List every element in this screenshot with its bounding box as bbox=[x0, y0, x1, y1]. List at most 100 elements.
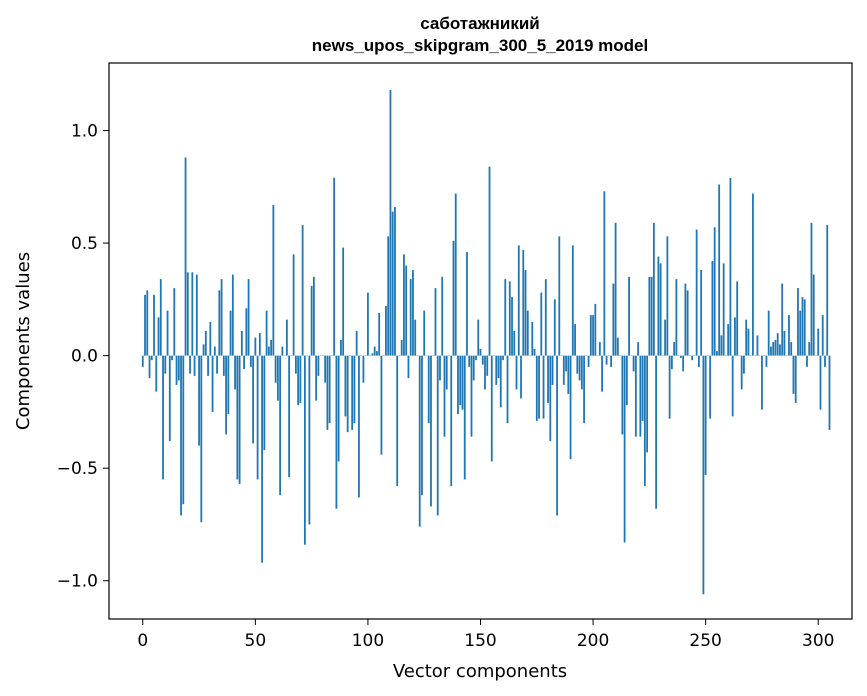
bar-4 bbox=[150, 355, 153, 361]
bar-3 bbox=[148, 355, 151, 379]
bar-218 bbox=[632, 355, 635, 372]
bar-300 bbox=[817, 328, 820, 356]
bar-162 bbox=[506, 355, 509, 424]
bar-283 bbox=[779, 344, 781, 356]
bar-268 bbox=[745, 319, 748, 356]
bar-222 bbox=[641, 355, 644, 421]
bar-165 bbox=[513, 330, 516, 356]
bar-104 bbox=[376, 351, 378, 356]
bar-206 bbox=[605, 355, 608, 365]
bar-234 bbox=[668, 355, 671, 419]
bar-200 bbox=[592, 315, 594, 356]
bar-223 bbox=[643, 355, 646, 487]
bar-128 bbox=[430, 355, 432, 507]
bar-204 bbox=[601, 355, 603, 392]
bar-293 bbox=[801, 297, 804, 356]
bar-25 bbox=[198, 355, 200, 446]
bar-214 bbox=[623, 355, 626, 543]
chart-title-line2: news_upos_skipgram_300_5_2019 model bbox=[312, 36, 648, 55]
bar-111 bbox=[391, 211, 394, 356]
bar-17 bbox=[180, 355, 182, 516]
bar-118 bbox=[407, 355, 410, 379]
bar-295 bbox=[806, 355, 808, 367]
bar-54 bbox=[263, 355, 266, 451]
bar-78 bbox=[317, 355, 320, 376]
bar-275 bbox=[761, 355, 763, 410]
bar-5 bbox=[153, 294, 155, 356]
bar-184 bbox=[556, 355, 558, 516]
bar-134 bbox=[443, 355, 446, 437]
bar-19 bbox=[184, 157, 187, 356]
bar-40 bbox=[231, 274, 234, 356]
bar-176 bbox=[538, 355, 540, 419]
bar-158 bbox=[497, 355, 500, 379]
bar-13 bbox=[171, 355, 173, 361]
bar-290 bbox=[794, 355, 797, 403]
bar-113 bbox=[396, 355, 399, 487]
bar-23 bbox=[193, 355, 196, 376]
bar-296 bbox=[808, 342, 811, 356]
bar-199 bbox=[589, 315, 592, 356]
bar-146 bbox=[470, 355, 473, 437]
y-tick-label: 0.0 bbox=[71, 347, 98, 367]
bar-52 bbox=[258, 333, 261, 356]
bar-21 bbox=[189, 355, 191, 374]
bar-228 bbox=[655, 355, 658, 509]
bar-166 bbox=[515, 355, 518, 390]
x-tick-label: 50 bbox=[245, 631, 267, 651]
plot-frame bbox=[108, 62, 853, 620]
bar-169 bbox=[522, 249, 525, 356]
bar-16 bbox=[177, 355, 180, 381]
bar-30 bbox=[209, 321, 212, 356]
bar-47 bbox=[247, 279, 250, 356]
bar-119 bbox=[409, 279, 412, 356]
bar-135 bbox=[445, 355, 448, 390]
bar-194 bbox=[578, 355, 581, 381]
bar-115 bbox=[400, 339, 403, 356]
bar-180 bbox=[547, 355, 549, 403]
bar-155 bbox=[490, 355, 493, 462]
bar-50 bbox=[254, 337, 257, 356]
bar-31 bbox=[211, 355, 214, 412]
bar-203 bbox=[598, 342, 601, 356]
bar-280 bbox=[772, 342, 775, 356]
bar-149 bbox=[477, 319, 480, 356]
bar-58 bbox=[272, 204, 275, 356]
bar-137 bbox=[450, 355, 453, 487]
bar-284 bbox=[781, 283, 784, 356]
x-axis-label: Vector components bbox=[393, 661, 567, 682]
bar-289 bbox=[792, 355, 795, 394]
bar-260 bbox=[727, 324, 730, 356]
bar-241 bbox=[684, 283, 687, 356]
bar-141 bbox=[459, 355, 462, 406]
bar-1 bbox=[144, 294, 146, 356]
bar-0 bbox=[141, 355, 144, 367]
bar-117 bbox=[405, 265, 408, 356]
bar-254 bbox=[713, 227, 716, 356]
bar-157 bbox=[495, 355, 498, 385]
bar-237 bbox=[675, 279, 678, 356]
bar-91 bbox=[346, 355, 349, 433]
bar-195 bbox=[580, 355, 583, 390]
bar-154 bbox=[488, 166, 491, 356]
bar-183 bbox=[553, 299, 556, 356]
bar-103 bbox=[373, 346, 376, 356]
bar-189 bbox=[567, 355, 570, 394]
bar-298 bbox=[812, 274, 815, 356]
bar-28 bbox=[204, 330, 207, 356]
bar-213 bbox=[621, 355, 624, 435]
bar-148 bbox=[475, 355, 477, 361]
bar-57 bbox=[270, 339, 273, 356]
bar-56 bbox=[267, 346, 270, 356]
x-tick-label: 200 bbox=[577, 631, 609, 651]
bar-43 bbox=[238, 355, 241, 484]
bar-95 bbox=[355, 330, 358, 356]
bar-34 bbox=[218, 290, 221, 356]
bar-230 bbox=[659, 263, 662, 356]
bar-285 bbox=[783, 330, 786, 356]
bar-49 bbox=[252, 355, 254, 444]
bar-76 bbox=[312, 276, 315, 356]
bar-36 bbox=[222, 355, 225, 376]
bar-305 bbox=[828, 355, 831, 430]
